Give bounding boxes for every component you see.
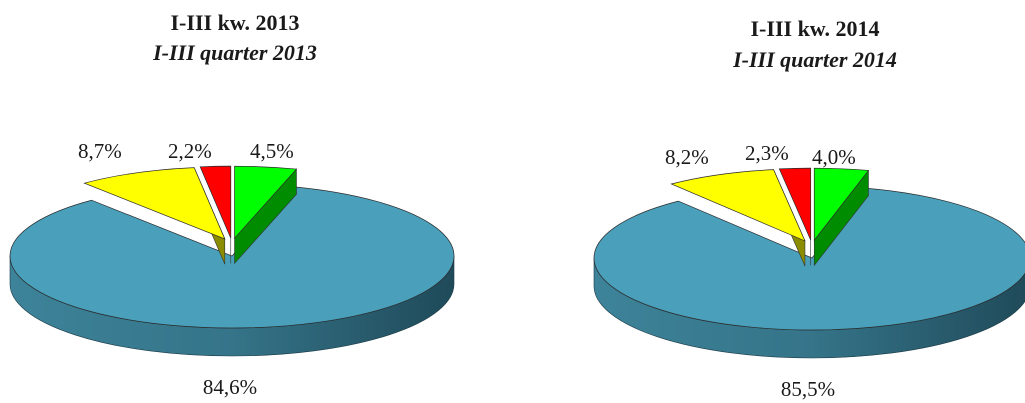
slice-yellow	[83, 167, 226, 265]
slice-top	[778, 167, 812, 241]
slice-blue	[9, 186, 455, 357]
chart-subtitle: I-III quarter 2014	[732, 47, 897, 72]
slice-top	[670, 169, 806, 242]
pie	[593, 167, 1025, 359]
slice-label-yellow: 8,7%	[78, 139, 122, 163]
slice-label-green: 4,0%	[812, 145, 856, 169]
slice-top	[234, 165, 298, 240]
slice-top	[9, 186, 455, 329]
slice-label-red: 2,3%	[745, 141, 789, 165]
pie	[9, 165, 455, 357]
chart-subtitle: I-III quarter 2013	[152, 40, 317, 65]
slice-label-blue: 84,6%	[203, 375, 257, 399]
slice-label-green: 4,5%	[250, 139, 294, 163]
slice-yellow	[670, 169, 806, 267]
slice-top	[199, 165, 232, 239]
slice-label-red: 2,2%	[168, 139, 212, 163]
slice-red	[778, 167, 812, 266]
chart-title: I-III kw. 2014	[751, 16, 880, 41]
slice-label-yellow: 8,2%	[665, 145, 709, 169]
slice-top	[593, 187, 1025, 331]
chart-2014: I-III kw. 2014 I-III quarter 2014 85,5% …	[593, 16, 1025, 401]
chart-2013: I-III kw. 2013 I-III quarter 2013 84,6% …	[9, 10, 455, 399]
slice-green	[234, 165, 298, 265]
slice-red	[199, 165, 232, 264]
slice-top	[813, 167, 870, 242]
chart-title: I-III kw. 2013	[171, 10, 300, 35]
slice-blue	[593, 187, 1025, 359]
slice-green	[813, 167, 870, 267]
slice-top	[83, 167, 226, 240]
slice-label-blue: 85,5%	[781, 377, 835, 401]
